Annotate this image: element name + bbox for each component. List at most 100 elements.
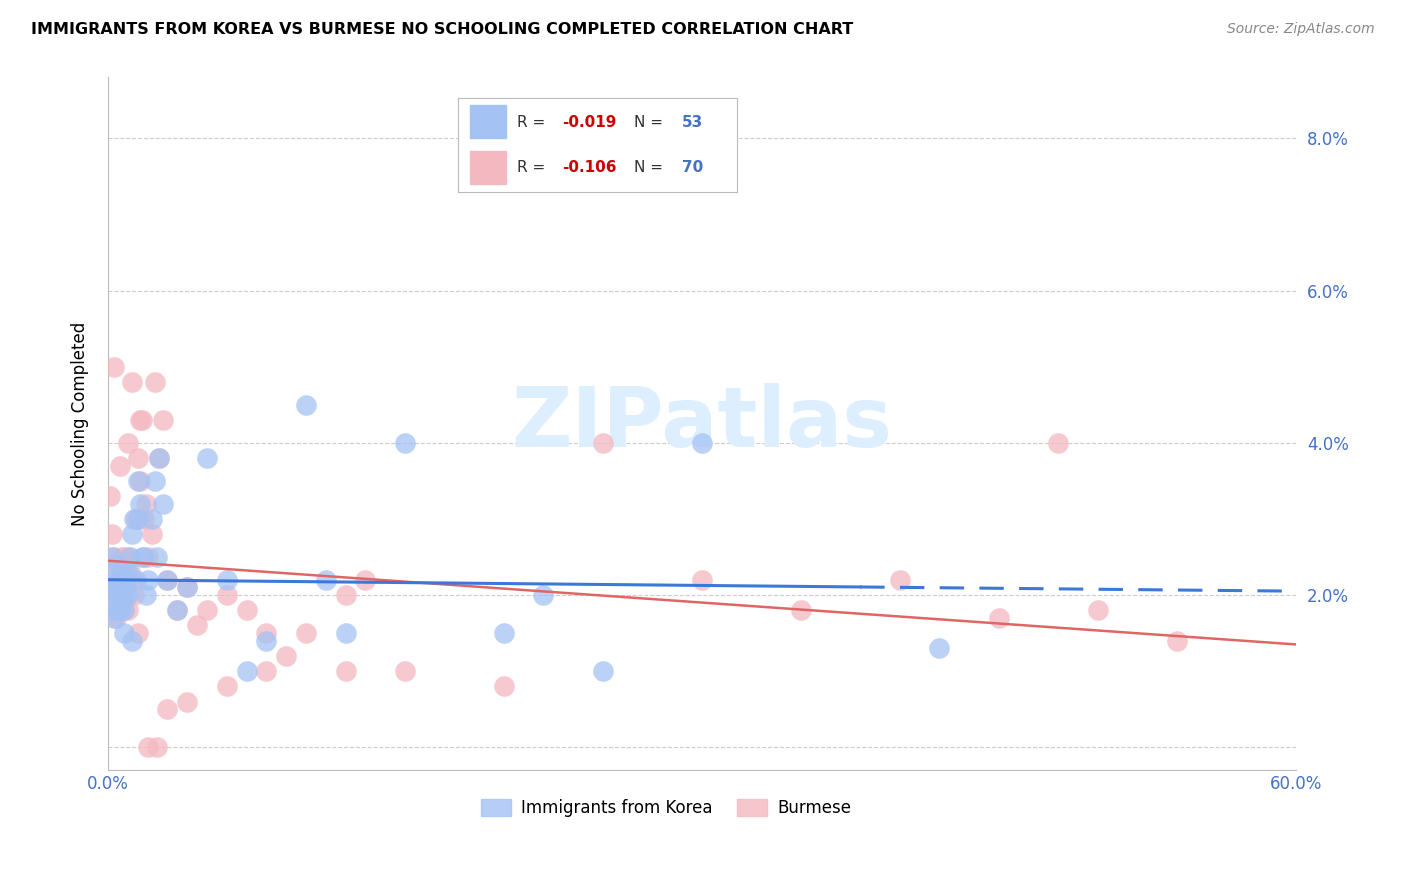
Point [254,664,277,678]
Point [186,618,208,632]
Point [131,413,153,427]
Point [254,626,277,640]
Point [128,497,150,511]
Point [125,512,148,526]
Point [136,740,159,755]
Point [127,450,149,465]
Point [146,740,169,755]
Point [176,580,198,594]
Point [114,580,136,594]
Point [112,573,135,587]
Point [145,375,167,389]
Point [492,626,515,640]
Text: ZIPatlas: ZIPatlas [512,384,893,464]
Point [98,580,121,594]
Point [108,573,131,587]
Point [117,565,139,579]
Point [295,626,318,640]
Point [107,588,129,602]
Text: Source: ZipAtlas.com: Source: ZipAtlas.com [1227,22,1375,37]
Point [492,679,515,693]
Point [132,549,155,564]
Point [215,679,238,693]
Point [117,549,139,564]
Point [195,450,218,465]
Point [103,549,125,564]
Point [103,573,125,587]
Point [108,565,131,579]
Point [112,626,135,640]
Point [592,664,614,678]
Point [103,603,125,617]
Point [592,435,614,450]
Point [118,565,141,579]
Point [112,603,135,617]
Point [176,694,198,708]
Point [117,588,139,602]
Point [107,580,129,594]
Point [104,603,127,617]
Point [136,549,159,564]
Point [104,558,127,572]
Point [121,633,143,648]
Point [127,474,149,488]
Point [111,596,134,610]
Point [104,611,127,625]
Point [215,573,238,587]
Point [141,512,163,526]
Point [335,664,357,678]
Point [103,611,125,625]
Point [889,573,911,587]
Point [108,458,131,473]
Point [101,596,124,610]
Point [156,702,179,716]
Point [117,603,139,617]
Point [156,573,179,587]
Point [108,603,131,617]
Point [114,573,136,587]
Point [394,664,416,678]
Point [987,611,1010,625]
Point [1166,633,1188,648]
Y-axis label: No Schooling Completed: No Schooling Completed [72,322,89,526]
Point [112,549,135,564]
Point [135,588,157,602]
Point [176,580,198,594]
Point [114,558,136,572]
Point [276,648,298,663]
Point [128,474,150,488]
Point [136,573,159,587]
Point [111,596,134,610]
Point [128,413,150,427]
Point [335,626,357,640]
Legend: Immigrants from Korea, Burmese: Immigrants from Korea, Burmese [474,792,858,824]
Point [121,527,143,541]
Point [533,588,555,602]
Point [114,588,136,602]
Point [98,489,121,503]
Point [122,588,145,602]
Point [790,603,813,617]
Point [215,588,238,602]
Point [354,573,377,587]
Point [335,588,357,602]
Point [148,450,170,465]
Point [690,573,713,587]
Point [315,573,337,587]
Point [117,435,139,450]
Point [146,549,169,564]
Point [103,359,125,374]
Point [132,512,155,526]
Point [118,549,141,564]
Point [156,573,179,587]
Point [107,558,129,572]
Point [135,497,157,511]
Point [112,588,135,602]
Point [152,413,174,427]
Point [148,450,170,465]
Point [928,641,950,656]
Text: IMMIGRANTS FROM KOREA VS BURMESE NO SCHOOLING COMPLETED CORRELATION CHART: IMMIGRANTS FROM KOREA VS BURMESE NO SCHO… [31,22,853,37]
Point [254,633,277,648]
Point [112,603,135,617]
Point [145,474,167,488]
